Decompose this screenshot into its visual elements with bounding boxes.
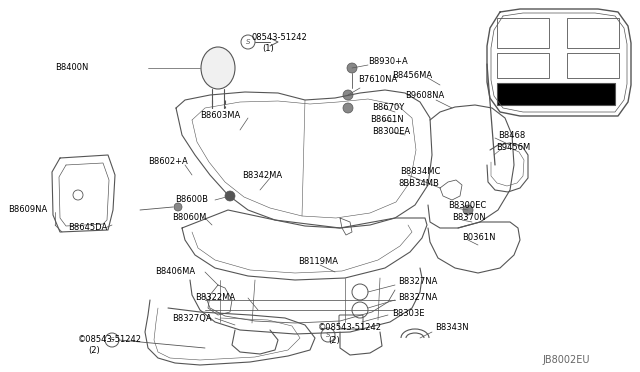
Text: B9608NA: B9608NA <box>405 92 444 100</box>
Text: B8600B: B8600B <box>175 196 208 205</box>
Text: (2): (2) <box>88 346 100 355</box>
Text: 08543-51242: 08543-51242 <box>252 33 308 42</box>
Bar <box>567 53 619 78</box>
Bar <box>497 18 549 48</box>
Bar <box>567 18 619 48</box>
Text: B8406MA: B8406MA <box>155 267 195 276</box>
Text: (2): (2) <box>328 336 340 344</box>
Text: B8303E: B8303E <box>392 308 424 317</box>
Text: B8645DA: B8645DA <box>68 224 108 232</box>
Text: B8327NA: B8327NA <box>398 278 437 286</box>
Text: ©08543-51242: ©08543-51242 <box>318 324 382 333</box>
Text: (1): (1) <box>262 44 274 52</box>
Bar <box>497 83 615 105</box>
Text: B8456MA: B8456MA <box>392 71 432 80</box>
Text: B8343N: B8343N <box>435 324 468 333</box>
Text: B8060M: B8060M <box>172 214 206 222</box>
Text: JB8002EU: JB8002EU <box>543 355 590 365</box>
Text: B8342MA: B8342MA <box>242 170 282 180</box>
Bar <box>497 53 549 78</box>
Text: S: S <box>109 337 115 343</box>
Circle shape <box>343 103 353 113</box>
Text: B8119MA: B8119MA <box>298 257 338 266</box>
Text: B8670Y: B8670Y <box>372 103 404 112</box>
Text: B7610NA: B7610NA <box>358 76 397 84</box>
Circle shape <box>225 191 235 201</box>
Text: B8930+A: B8930+A <box>368 58 408 67</box>
Text: B8834MC: B8834MC <box>400 167 440 176</box>
Text: 8BB34MB: 8BB34MB <box>398 180 439 189</box>
Text: B8300EA: B8300EA <box>372 128 410 137</box>
Text: B8327QA: B8327QA <box>172 314 212 323</box>
Circle shape <box>347 63 357 73</box>
Text: B8370N: B8370N <box>452 214 486 222</box>
Text: S: S <box>326 332 330 338</box>
Text: B8322MA: B8322MA <box>195 294 235 302</box>
Text: B0361N: B0361N <box>462 234 495 243</box>
Circle shape <box>463 205 473 215</box>
Ellipse shape <box>201 47 235 89</box>
Text: B8603MA: B8603MA <box>200 110 240 119</box>
Text: B9456M: B9456M <box>496 144 531 153</box>
Text: B8400N: B8400N <box>55 64 88 73</box>
Text: S: S <box>246 39 250 45</box>
Text: B8468: B8468 <box>498 131 525 140</box>
Text: B8661N: B8661N <box>370 115 404 125</box>
Text: ©08543-51242: ©08543-51242 <box>78 336 142 344</box>
Circle shape <box>174 203 182 211</box>
Text: B8327NA: B8327NA <box>398 294 437 302</box>
Text: B8300EC: B8300EC <box>448 201 486 209</box>
Text: B8602+A: B8602+A <box>148 157 188 167</box>
Circle shape <box>343 90 353 100</box>
Text: B8609NA: B8609NA <box>8 205 47 215</box>
